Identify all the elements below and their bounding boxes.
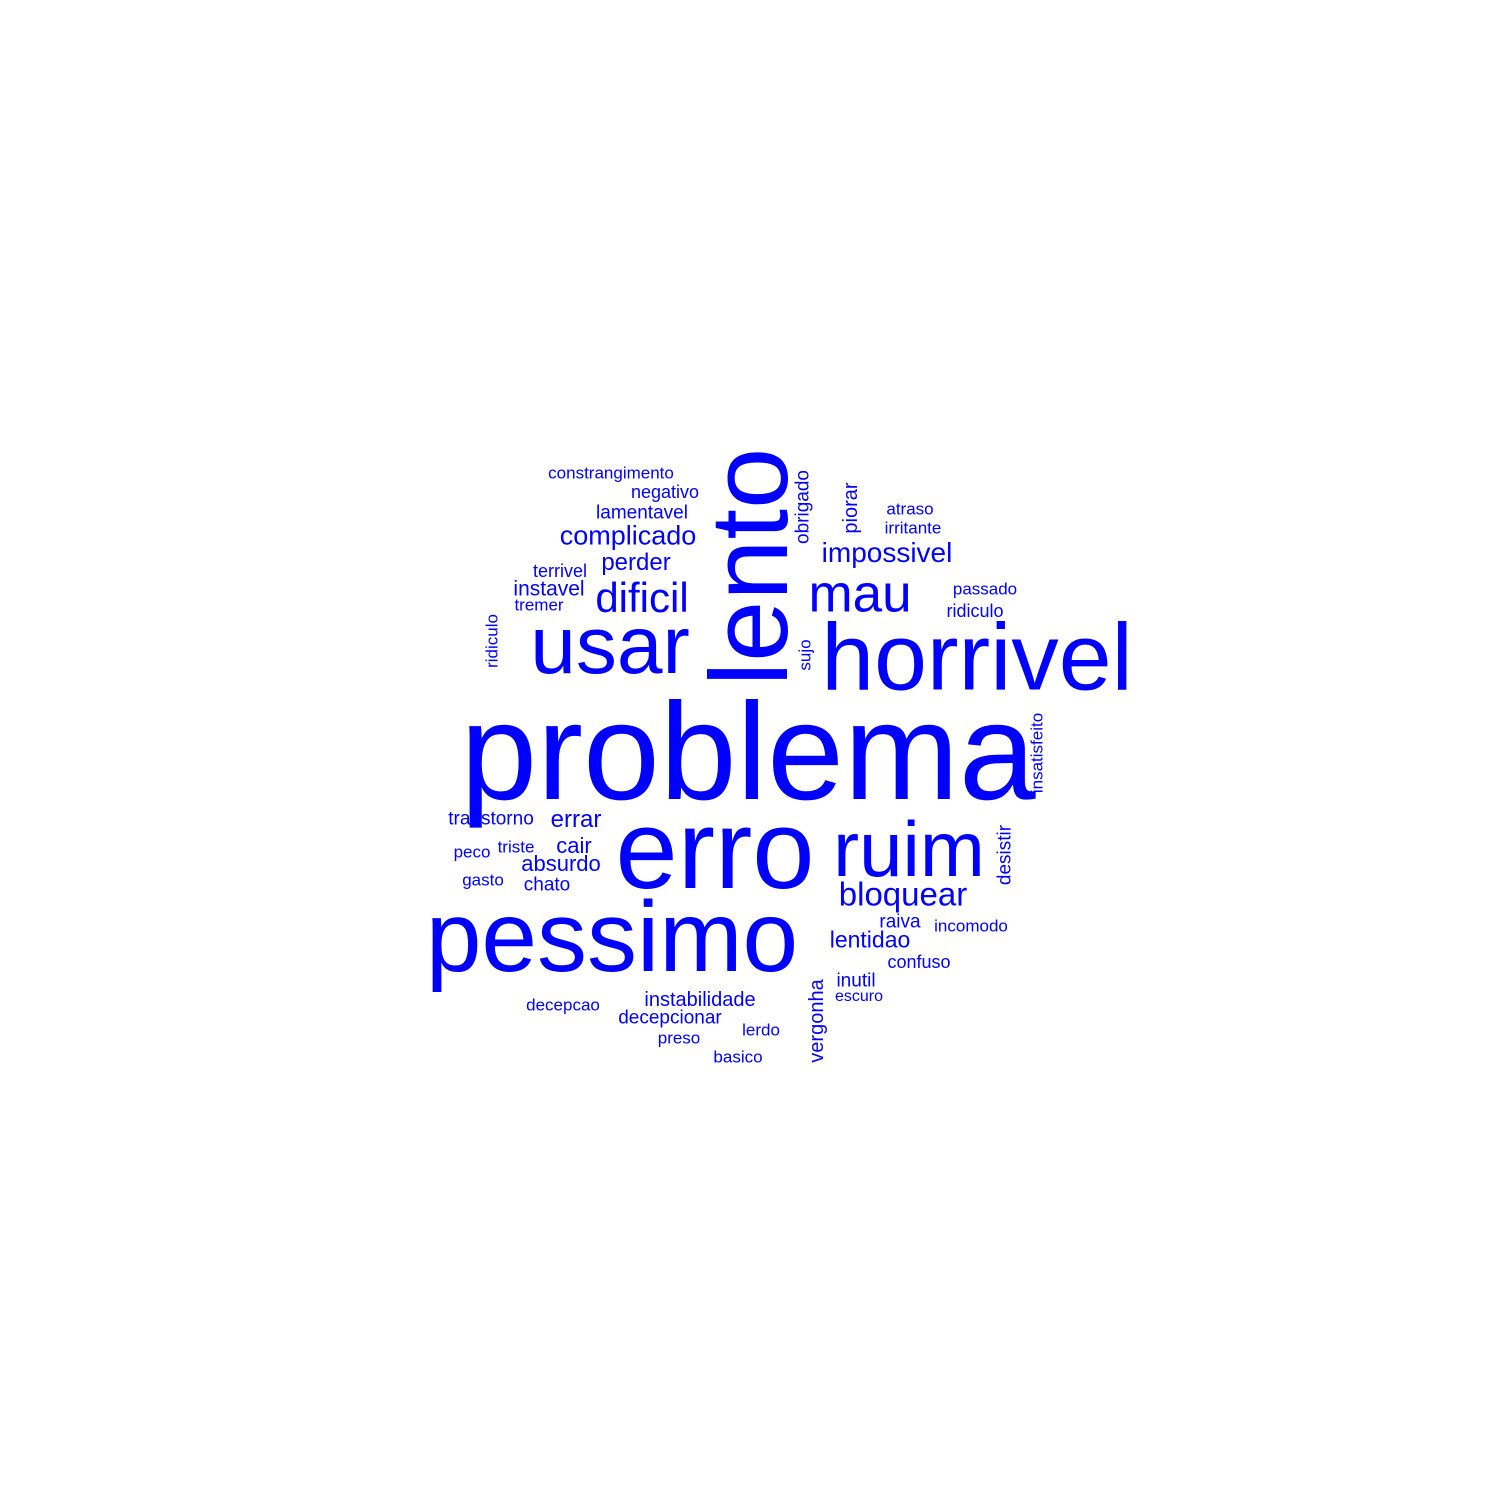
word-impossivel: impossivel xyxy=(821,537,953,568)
word-desistir: desistir xyxy=(994,824,1016,886)
word-pessimo: pessimo xyxy=(425,881,799,993)
word-decepcionar: decepcionar xyxy=(618,1007,722,1029)
word-horrivel: horrivel xyxy=(821,604,1133,711)
word-atraso: atraso xyxy=(886,499,934,519)
word-decepcao: decepcao xyxy=(526,995,600,1015)
word-confuso: confuso xyxy=(887,952,951,972)
word-tremer: tremer xyxy=(514,595,564,615)
word-sujo: sujo xyxy=(795,639,815,671)
word-triste: triste xyxy=(497,837,535,857)
word-chato: chato xyxy=(523,874,571,896)
word-lerdo: lerdo xyxy=(742,1020,780,1040)
word-basico: basico xyxy=(713,1047,763,1067)
word-dificil: dificil xyxy=(595,574,689,621)
word-negativo: negativo xyxy=(630,482,700,502)
word-erro: erro xyxy=(615,787,815,912)
word-lentidao: lentidao xyxy=(829,926,911,953)
word-transtorno: transtorno xyxy=(448,808,534,830)
word-incomodo: incomodo xyxy=(934,916,1008,936)
word-insatisfeito: insatisfeito xyxy=(1027,712,1047,794)
word-constrangimento: constrangimento xyxy=(548,463,674,483)
word-preso: preso xyxy=(657,1028,701,1048)
word-problema: problema xyxy=(460,675,1036,829)
word-usar: usar xyxy=(530,600,690,691)
word-perder: perder xyxy=(601,549,671,576)
word-complicado: complicado xyxy=(559,520,697,551)
word-vergonha: vergonha xyxy=(806,979,828,1063)
word-gasto: gasto xyxy=(462,870,504,890)
word-instabilidade: instabilidade xyxy=(644,989,756,1011)
word-absurdo: absurdo xyxy=(521,851,601,876)
word-mau: mau xyxy=(808,564,912,624)
word-raiva: raiva xyxy=(879,911,921,933)
word-inutil: inutil xyxy=(836,970,876,992)
word-cair: cair xyxy=(556,833,592,858)
word-bloquear: bloquear xyxy=(838,875,968,913)
word-terrivel: terrivel xyxy=(532,561,588,581)
word-lamentavel: lamentavel xyxy=(596,502,688,524)
word-irritante: irritante xyxy=(884,518,942,538)
word-lento: lento xyxy=(688,447,811,687)
word-ruim: ruim xyxy=(833,805,985,893)
word-ridiculo-vertical: ridiculo xyxy=(482,614,502,668)
word-errar: errar xyxy=(550,806,602,833)
word-ridiculo: ridiculo xyxy=(946,601,1004,621)
word-passado: passado xyxy=(952,579,1018,599)
word-instavel: instavel xyxy=(513,577,585,601)
word-peco: peco xyxy=(453,842,491,862)
word-piorar: piorar xyxy=(840,482,862,534)
word-obrigado: obrigado xyxy=(792,470,814,544)
word-escuro: escuro xyxy=(834,988,884,1005)
